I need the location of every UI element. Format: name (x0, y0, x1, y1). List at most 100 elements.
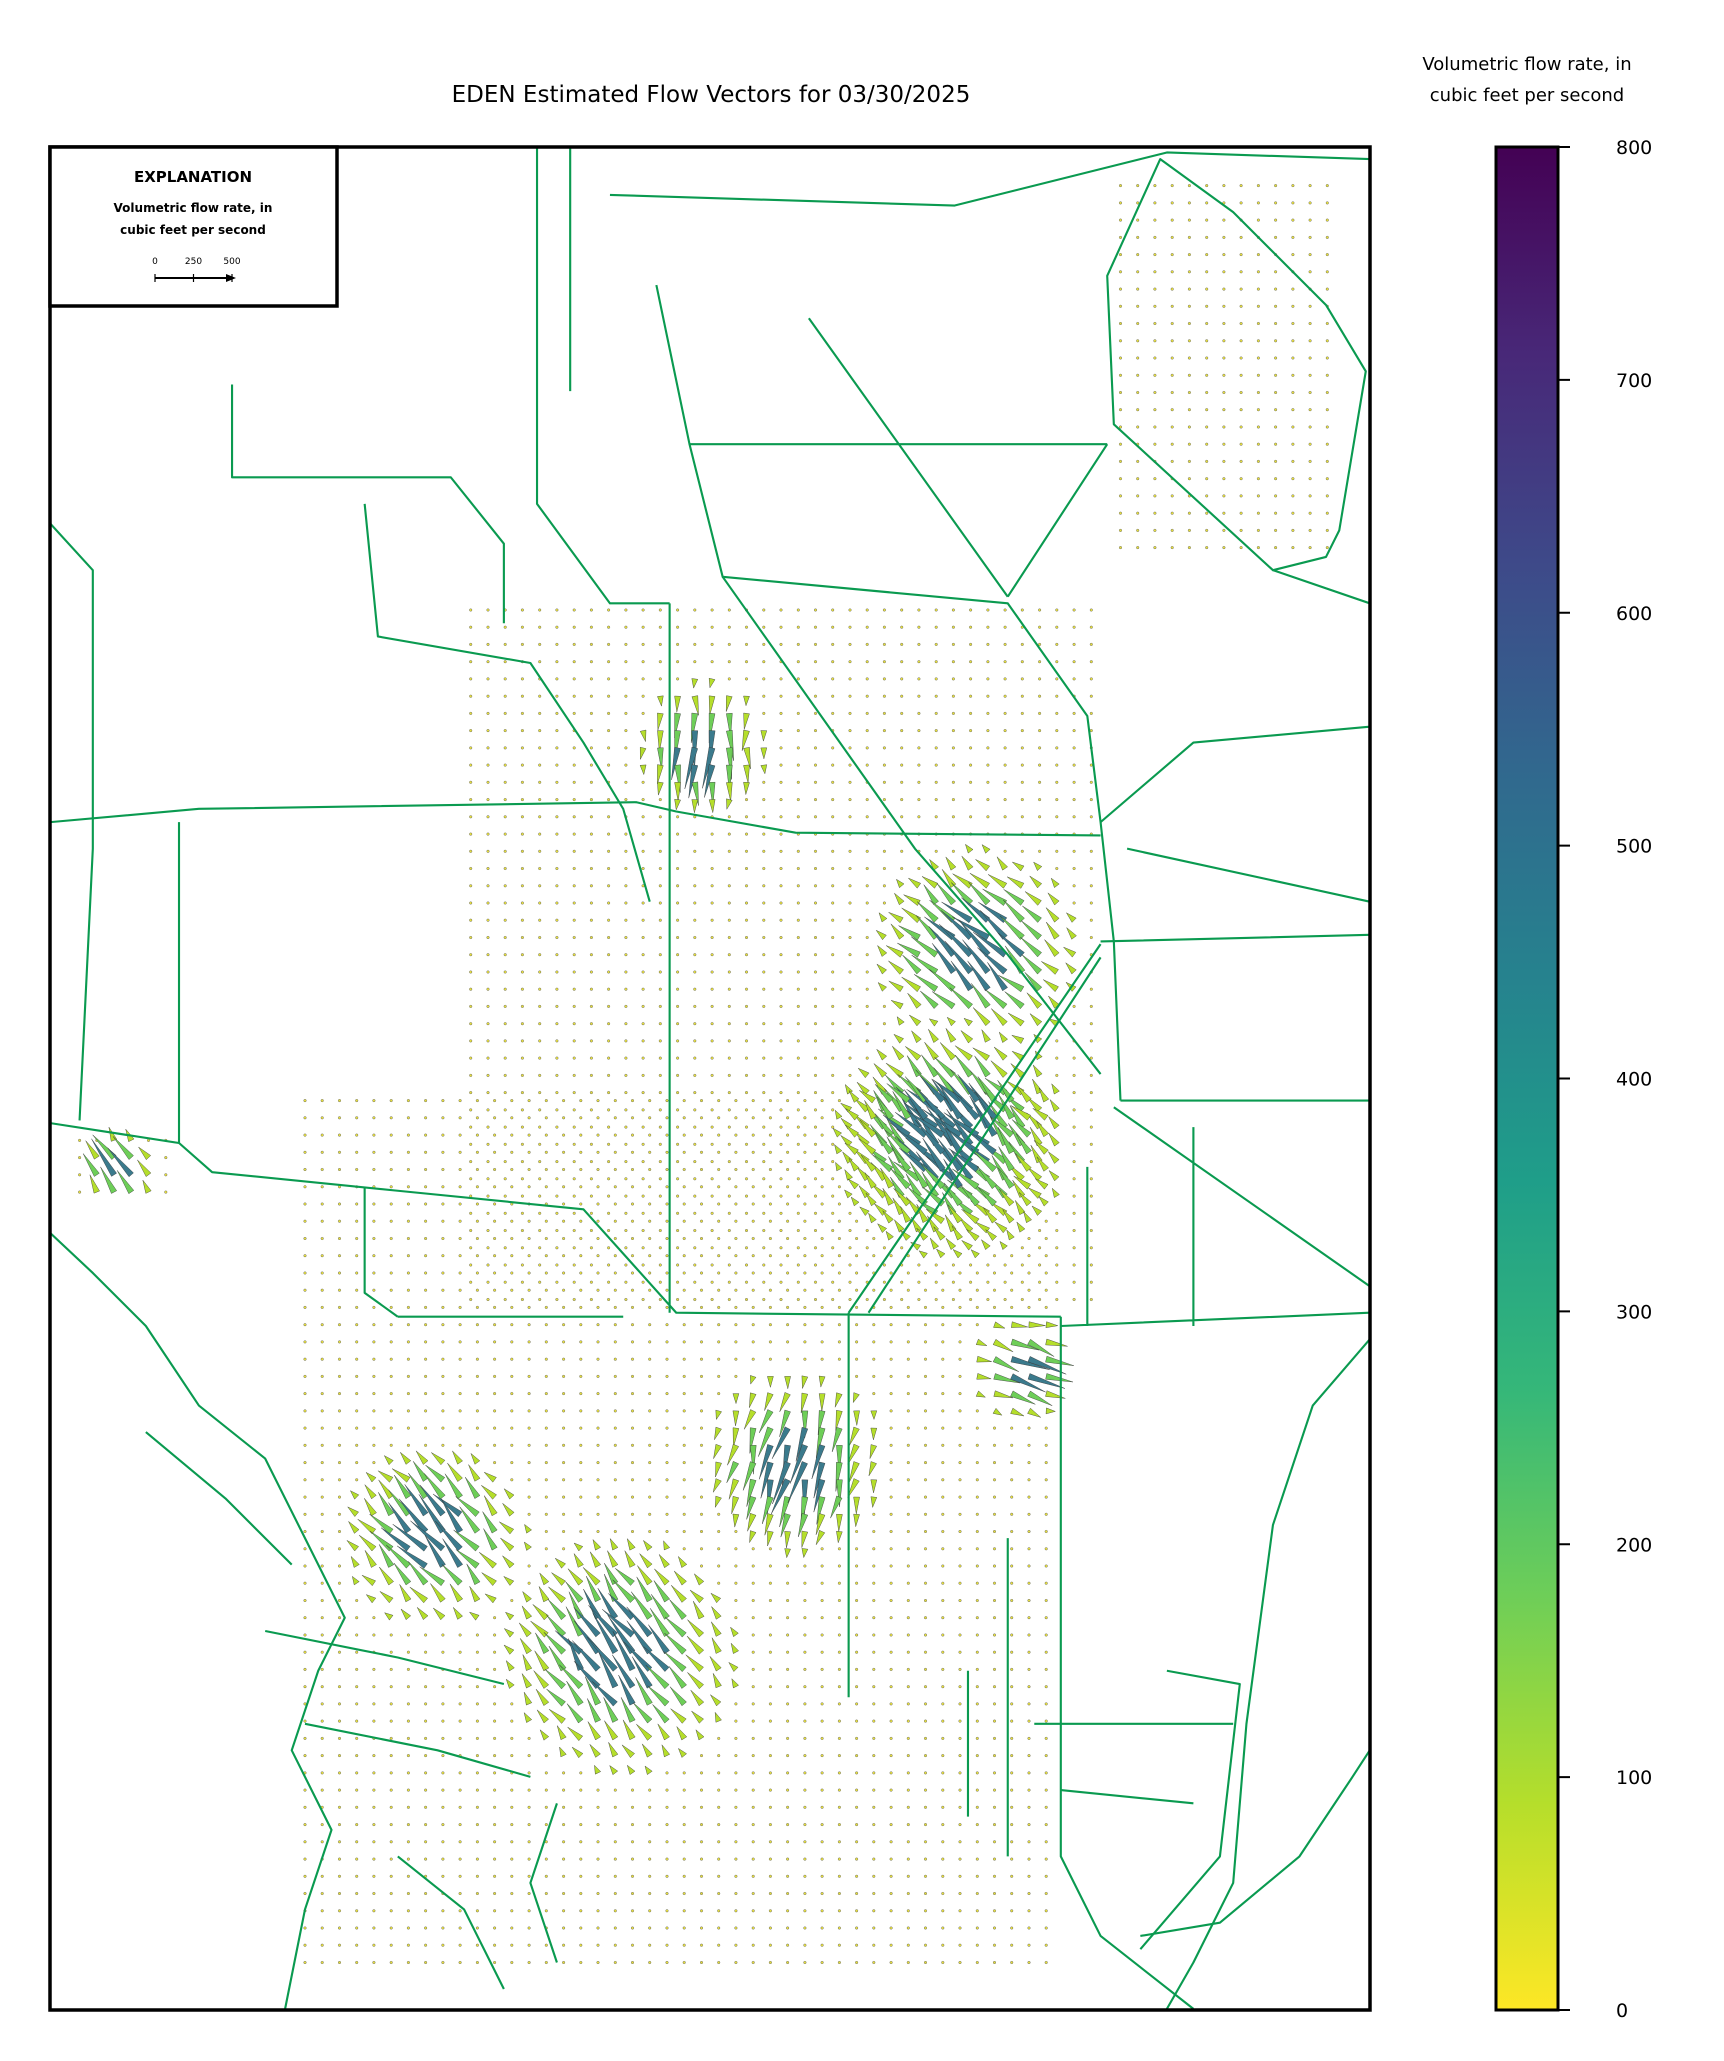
flow-glyph (458, 1857, 462, 1861)
flow-glyph (1010, 1891, 1014, 1895)
flow-glyph (820, 1254, 824, 1258)
flow-glyph (503, 1575, 515, 1586)
flow-glyph (717, 1857, 721, 1861)
flow-glyph (503, 953, 507, 957)
flow-glyph (848, 918, 852, 922)
flow-glyph (820, 1805, 824, 1809)
flow-glyph (458, 1788, 462, 1792)
flow-glyph (855, 1357, 859, 1361)
flow-glyph (1044, 1305, 1048, 1309)
flow-glyph (589, 936, 593, 940)
flow-glyph (520, 763, 524, 767)
flow-glyph (831, 884, 835, 888)
flow-glyph (1072, 1004, 1076, 1008)
flow-glyph (743, 747, 751, 769)
flow-glyph (882, 901, 886, 905)
flow-glyph (562, 1461, 566, 1465)
flow-glyph (786, 1891, 790, 1895)
flow-glyph (579, 1529, 583, 1533)
flow-glyph (732, 1410, 740, 1426)
flow-glyph (993, 1926, 997, 1930)
flow-glyph (320, 1891, 324, 1895)
flow-glyph (700, 1219, 704, 1223)
flow-glyph (441, 1167, 445, 1171)
flow-glyph (831, 625, 835, 629)
flow-glyph (934, 711, 938, 715)
flow-glyph (355, 1719, 359, 1723)
flow-glyph (389, 1926, 393, 1930)
flow-glyph (613, 1167, 617, 1171)
flow-glyph (538, 780, 542, 784)
flow-glyph (624, 884, 628, 888)
flow-glyph (493, 1323, 497, 1327)
flow-glyph (889, 1409, 893, 1413)
flow-glyph (1089, 918, 1093, 922)
flow-glyph (338, 1581, 342, 1585)
flow-glyph (303, 1426, 307, 1430)
flow-glyph (1055, 746, 1059, 750)
flow-glyph (932, 943, 957, 974)
flow-glyph (503, 884, 507, 888)
flow-glyph (986, 1263, 990, 1267)
flow-glyph (503, 1228, 507, 1232)
flow-glyph (837, 1254, 841, 1258)
flow-glyph (527, 1150, 531, 1154)
flow-glyph (1153, 201, 1157, 205)
flow-glyph (475, 1323, 479, 1327)
flow-glyph (814, 1297, 818, 1301)
flow-glyph (658, 936, 662, 940)
flow-glyph (834, 1144, 843, 1155)
flow-glyph (386, 1544, 411, 1569)
flow-glyph (538, 970, 542, 974)
flow-glyph (917, 1297, 921, 1301)
flow-glyph (727, 1039, 731, 1043)
flow-glyph (682, 1340, 686, 1344)
flow-glyph (479, 1552, 497, 1569)
flow-glyph (572, 1073, 576, 1077)
flow-glyph (389, 1685, 393, 1689)
flow-glyph (1055, 694, 1059, 698)
flow-glyph (1325, 408, 1329, 412)
flow-glyph (768, 1667, 772, 1671)
flow-glyph (907, 1186, 928, 1207)
flow-glyph (745, 867, 749, 871)
flow-glyph (853, 1496, 860, 1515)
flow-glyph (1089, 1246, 1093, 1250)
flow-glyph (1256, 408, 1260, 412)
flow-glyph (762, 884, 766, 888)
flow-glyph (1020, 746, 1024, 750)
flow-glyph (441, 1564, 463, 1586)
flow-glyph (693, 625, 697, 629)
flow-glyph (1153, 184, 1157, 188)
flow-glyph (441, 1909, 445, 1913)
flow-glyph (820, 1581, 824, 1585)
flow-glyph (969, 729, 973, 733)
flow-glyph (949, 987, 973, 1010)
flow-glyph (641, 1056, 645, 1060)
flow-glyph (1033, 1064, 1043, 1078)
flow-glyph (493, 1185, 497, 1189)
flow-glyph (693, 1073, 697, 1077)
flow-glyph (934, 746, 938, 750)
flow-glyph (820, 1685, 824, 1689)
flow-glyph (958, 919, 991, 957)
flow-glyph (986, 642, 990, 646)
flow-glyph (717, 1116, 721, 1120)
flow-glyph (768, 1685, 772, 1689)
flow-glyph (1222, 511, 1226, 515)
flow-glyph (861, 1154, 877, 1172)
flow-glyph (762, 815, 766, 819)
flow-glyph (579, 1926, 583, 1930)
flow-glyph (1044, 1874, 1048, 1878)
flow-glyph (717, 1805, 721, 1809)
flow-glyph (1205, 270, 1209, 274)
flow-glyph (837, 1185, 841, 1189)
flow-glyph (693, 849, 697, 853)
flow-glyph (1044, 1805, 1048, 1809)
flow-glyph (1072, 1142, 1076, 1146)
flow-glyph (538, 1056, 542, 1060)
flow-glyph (441, 1202, 445, 1206)
flow-glyph (1205, 391, 1209, 395)
flow-glyph (1089, 867, 1093, 871)
flow-glyph (751, 1598, 755, 1602)
